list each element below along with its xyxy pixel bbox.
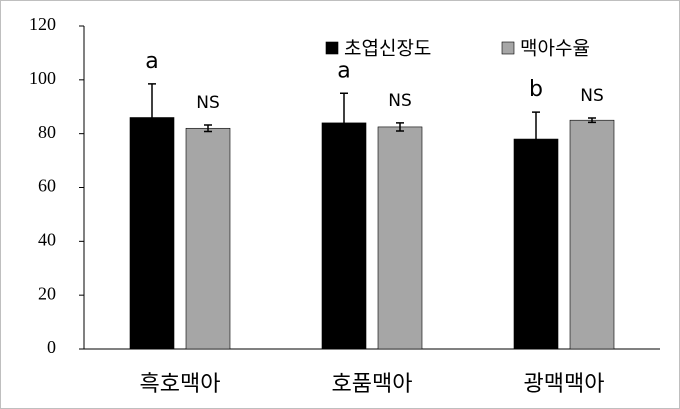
y-tick-label: 80 (38, 122, 56, 142)
y-tick-label: 120 (29, 14, 56, 34)
y-tick-label: 40 (38, 229, 56, 249)
significance-label: NS (580, 86, 604, 106)
significance-label: a (337, 58, 350, 83)
legend-swatch (325, 41, 339, 55)
y-tick-label: 60 (38, 176, 56, 196)
bar (377, 126, 423, 350)
x-tick-label: 광맥맥아 (524, 372, 605, 397)
bar (321, 122, 367, 350)
bar (129, 117, 175, 350)
x-tick-label: 흑호맥아 (140, 372, 221, 397)
y-tick-label: 100 (29, 68, 56, 88)
error-bar (204, 124, 212, 133)
legend-label: 맥아수율 (520, 38, 590, 60)
significance-label: a (145, 49, 158, 74)
y-tick-label: 0 (47, 337, 56, 357)
error-bar (340, 92, 348, 154)
bar (569, 119, 615, 350)
legend-label: 초엽신장도 (344, 38, 431, 60)
error-bar (148, 83, 156, 152)
significance-label: NS (388, 91, 412, 111)
bar (513, 138, 559, 350)
error-bar (588, 117, 596, 124)
error-bar (532, 111, 540, 167)
legend-swatch (501, 41, 515, 55)
bar (185, 127, 231, 350)
significance-label: b (529, 77, 543, 102)
y-tick-label: 20 (38, 283, 56, 303)
x-tick-label: 호품맥아 (332, 372, 413, 397)
significance-label: NS (196, 93, 220, 113)
error-bar (396, 122, 404, 132)
